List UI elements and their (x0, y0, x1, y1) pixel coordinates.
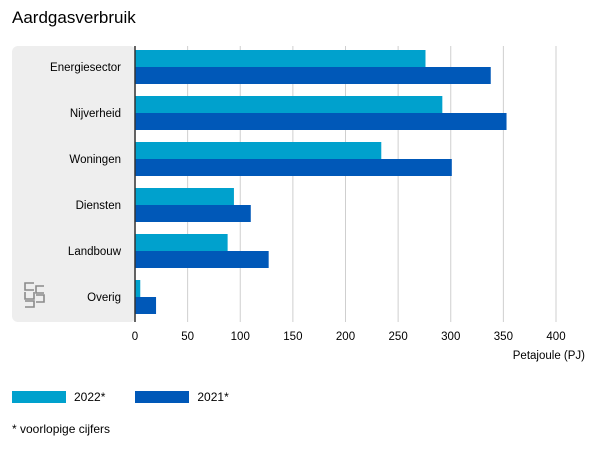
category-label: Diensten (76, 200, 121, 212)
x-tick-label: 200 (336, 331, 355, 343)
x-tick-label: 150 (283, 331, 302, 343)
legend-swatch-2021 (135, 391, 190, 403)
bar-2022 (135, 280, 141, 297)
bar-2022 (135, 234, 228, 251)
bar-2022 (135, 188, 234, 205)
bar-2022 (135, 50, 426, 67)
cbs-logo-icon (24, 282, 45, 308)
x-tick-label: 100 (231, 331, 250, 343)
category-panel (12, 46, 136, 322)
x-tick-label: 300 (441, 331, 460, 343)
category-label: Woningen (69, 154, 121, 166)
bar-2021 (135, 113, 507, 130)
x-tick-label: 350 (494, 331, 513, 343)
x-tick-label: 0 (132, 331, 138, 343)
footnote: * voorlopige cijfers (12, 422, 111, 436)
legend-swatch-2022 (12, 391, 66, 403)
x-axis-label: Petajoule (PJ) (513, 350, 585, 362)
bar-2021 (135, 67, 491, 84)
bar-2022 (135, 142, 382, 159)
bar-2021 (135, 297, 157, 314)
legend: 2022* 2021* (12, 390, 259, 404)
legend-label-2022: 2022* (74, 390, 106, 404)
category-label: Overig (87, 292, 121, 304)
bar-2021 (135, 205, 251, 222)
category-label: Landbouw (68, 246, 122, 258)
legend-item-2021: 2021* (135, 390, 229, 404)
category-label: Nijverheid (70, 108, 121, 120)
legend-label-2021: 2021* (197, 390, 229, 404)
x-tick-label: 400 (546, 331, 565, 343)
bar-2022 (135, 96, 443, 113)
category-label: Energiesector (50, 62, 121, 74)
bar-2021 (135, 159, 452, 176)
bar-2021 (135, 251, 269, 268)
chart-title: Aardgasverbruik (12, 8, 136, 27)
legend-item-2022: 2022* (12, 390, 105, 404)
x-tick-label: 250 (389, 331, 408, 343)
x-tick-label: 50 (181, 331, 194, 343)
